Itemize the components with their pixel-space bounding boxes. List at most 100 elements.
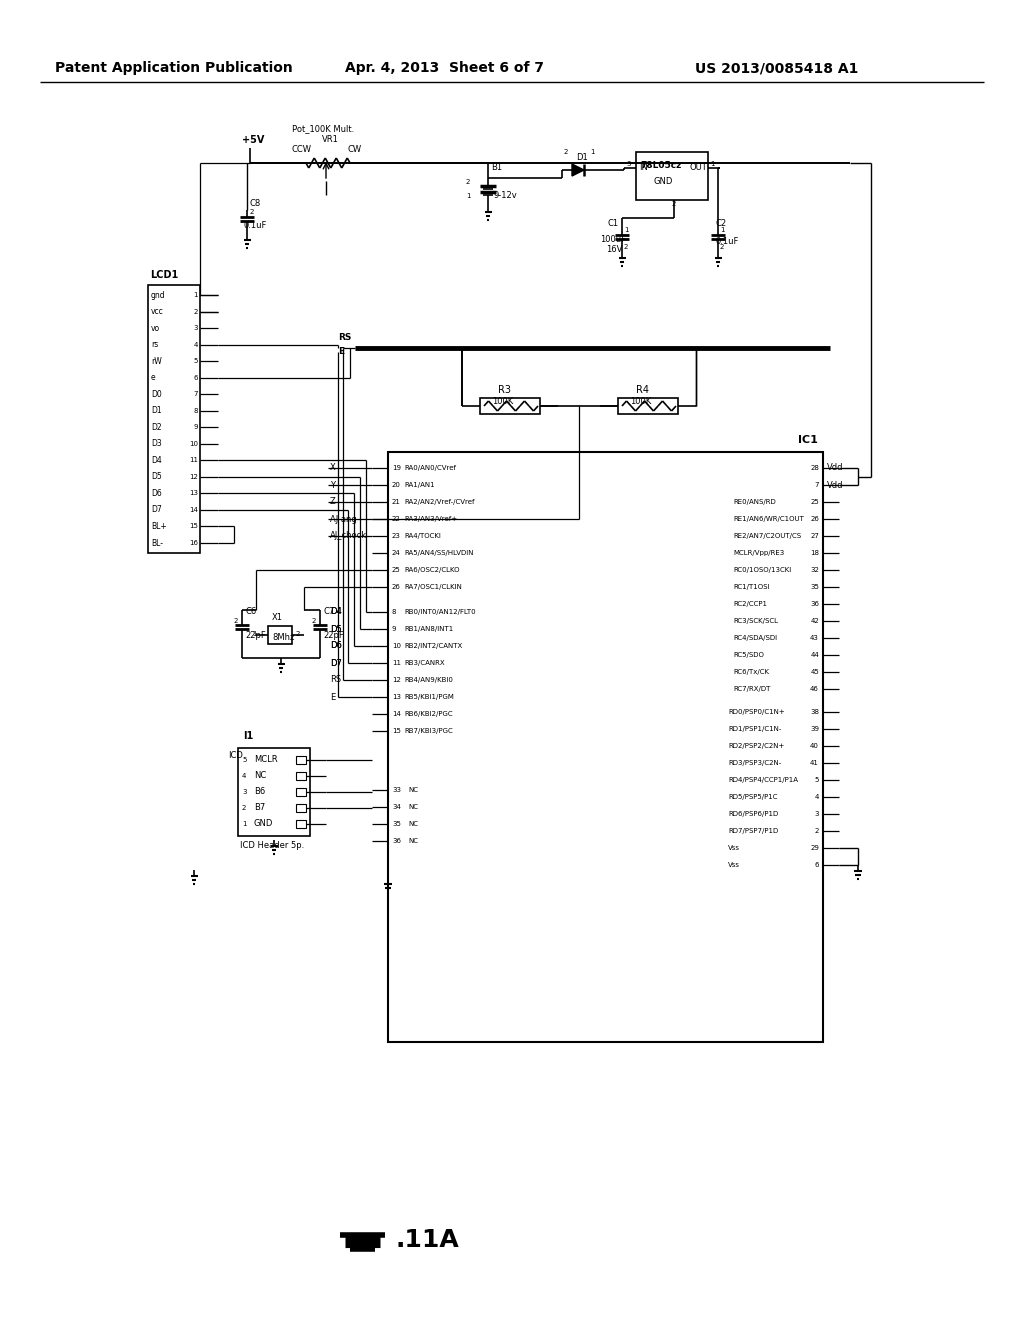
Text: 9-12v: 9-12v <box>494 190 518 199</box>
Text: 33: 33 <box>392 787 401 793</box>
Text: 22pF: 22pF <box>323 631 344 639</box>
Text: 6: 6 <box>814 862 819 869</box>
Text: 100K: 100K <box>630 397 651 407</box>
Text: RA2/AN2/Vref-/CVref: RA2/AN2/Vref-/CVref <box>404 499 474 506</box>
Text: 21: 21 <box>392 499 400 506</box>
Text: 35: 35 <box>392 821 400 828</box>
Text: 2: 2 <box>296 631 300 638</box>
Text: D6: D6 <box>151 488 162 498</box>
Bar <box>296 772 306 780</box>
Text: I1: I1 <box>243 731 253 741</box>
Text: B1: B1 <box>490 164 502 173</box>
Text: US 2013/0085418 A1: US 2013/0085418 A1 <box>695 61 858 75</box>
Text: RC0/1OSO/13CKI: RC0/1OSO/13CKI <box>733 568 792 573</box>
Bar <box>296 804 306 812</box>
Text: RB6/KBI2/PGC: RB6/KBI2/PGC <box>404 711 453 717</box>
Text: Z: Z <box>330 498 336 507</box>
Text: e: e <box>151 374 156 383</box>
Text: RC3/SCK/SCL: RC3/SCK/SCL <box>733 618 778 624</box>
Text: C8: C8 <box>250 199 261 209</box>
Text: C2: C2 <box>716 219 727 227</box>
Text: Vss: Vss <box>728 845 740 851</box>
Text: RE1/AN6/WR/C1OUT: RE1/AN6/WR/C1OUT <box>733 516 804 521</box>
Text: D5: D5 <box>330 624 342 634</box>
Text: RB1/AN8/INT1: RB1/AN8/INT1 <box>404 626 454 632</box>
Text: NC: NC <box>254 771 266 780</box>
Text: RE2/AN7/C2OUT/CS: RE2/AN7/C2OUT/CS <box>733 533 801 539</box>
Text: 45: 45 <box>810 669 819 675</box>
Text: 7: 7 <box>814 482 819 488</box>
Text: 4: 4 <box>194 342 198 347</box>
Text: 9: 9 <box>194 424 198 430</box>
Bar <box>296 820 306 828</box>
Text: D7: D7 <box>330 659 342 668</box>
Text: RC6/Tx/CK: RC6/Tx/CK <box>733 669 769 675</box>
Text: 2: 2 <box>312 618 316 624</box>
Text: RA3/AN3/Vref+: RA3/AN3/Vref+ <box>404 516 457 521</box>
Text: 39: 39 <box>810 726 819 733</box>
Bar <box>296 788 306 796</box>
Text: 16V: 16V <box>606 246 623 255</box>
Text: D0: D0 <box>151 389 162 399</box>
Text: 7: 7 <box>194 391 198 397</box>
Text: 12: 12 <box>189 474 198 480</box>
Text: 22: 22 <box>392 516 400 521</box>
Text: 15: 15 <box>392 729 400 734</box>
Text: E: E <box>338 347 344 356</box>
Text: RC1/T1OSI: RC1/T1OSI <box>733 583 769 590</box>
Text: 35: 35 <box>810 583 819 590</box>
Bar <box>636 152 708 201</box>
Text: 14: 14 <box>189 507 198 513</box>
Text: 2: 2 <box>720 244 724 249</box>
Text: 18: 18 <box>810 550 819 556</box>
Text: 40: 40 <box>810 743 819 748</box>
Text: 4: 4 <box>815 795 819 800</box>
Text: 43: 43 <box>810 635 819 642</box>
Text: 6: 6 <box>194 375 198 380</box>
Text: 9: 9 <box>392 626 396 632</box>
Text: NC: NC <box>408 821 418 828</box>
Text: 26: 26 <box>810 516 819 521</box>
Text: Y: Y <box>330 480 335 490</box>
Text: D4: D4 <box>151 455 162 465</box>
Bar <box>296 756 306 764</box>
Text: 15: 15 <box>189 524 198 529</box>
Text: 36: 36 <box>810 601 819 607</box>
Text: B6: B6 <box>254 788 265 796</box>
Text: RA4/TOCKI: RA4/TOCKI <box>404 533 441 539</box>
Text: D5: D5 <box>330 624 342 634</box>
Text: 41: 41 <box>810 760 819 766</box>
Text: rW: rW <box>151 356 162 366</box>
Text: 27: 27 <box>810 533 819 539</box>
Text: 2: 2 <box>466 180 470 185</box>
Text: 46: 46 <box>810 686 819 692</box>
Text: RB0/INT0/AN12/FLT0: RB0/INT0/AN12/FLT0 <box>404 609 475 615</box>
Text: 3: 3 <box>814 810 819 817</box>
Text: CW: CW <box>348 144 362 153</box>
Text: 19: 19 <box>392 465 401 471</box>
Text: OUT: OUT <box>690 162 708 172</box>
Text: Vdd: Vdd <box>827 463 844 473</box>
Text: NC: NC <box>408 804 418 810</box>
Text: D2: D2 <box>151 422 162 432</box>
Text: C7: C7 <box>323 606 334 615</box>
Text: 8Mhz: 8Mhz <box>272 634 294 643</box>
Text: 2: 2 <box>194 309 198 314</box>
Text: D7: D7 <box>330 659 342 668</box>
Text: CCW: CCW <box>292 144 312 153</box>
Text: +5V: +5V <box>242 135 264 145</box>
Text: RC2/CCP1: RC2/CCP1 <box>733 601 767 607</box>
Text: D6: D6 <box>330 642 342 651</box>
Text: 12: 12 <box>392 677 400 682</box>
Text: RB7/KBI3/PGC: RB7/KBI3/PGC <box>404 729 453 734</box>
Bar <box>238 748 310 836</box>
Text: 44: 44 <box>810 652 819 657</box>
Text: 2: 2 <box>242 805 247 810</box>
Text: 78L05cz: 78L05cz <box>640 161 681 169</box>
Text: 42: 42 <box>810 618 819 624</box>
Polygon shape <box>572 164 584 176</box>
Text: IN: IN <box>639 162 648 172</box>
Text: Vdd: Vdd <box>827 480 844 490</box>
Text: 2: 2 <box>624 244 629 249</box>
Text: X1: X1 <box>272 614 283 623</box>
